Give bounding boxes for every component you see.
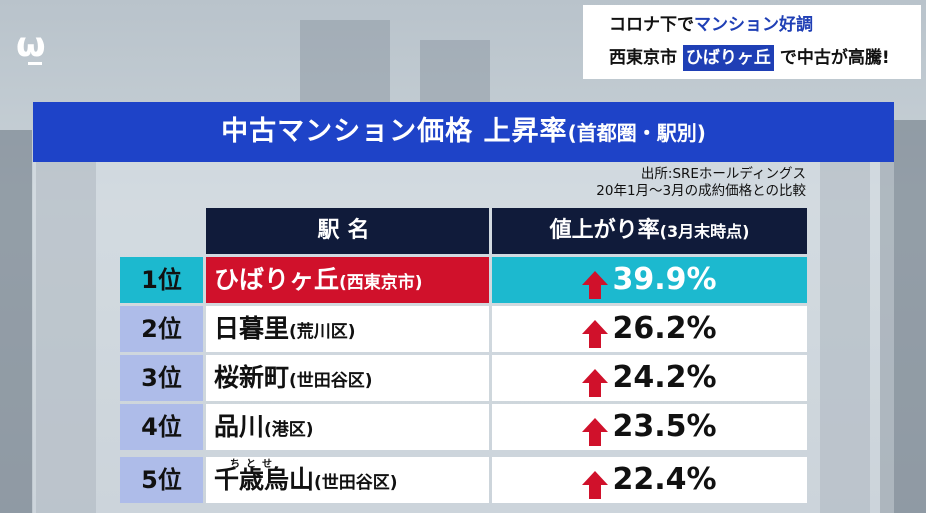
column-header-rate: 値上がり率(3月末時点)	[492, 208, 807, 254]
station-cell: 千歳烏山(世田谷区)	[206, 457, 489, 503]
background-building	[36, 160, 96, 513]
up-arrow-icon	[582, 417, 609, 446]
station-ward: (世田谷区)	[289, 371, 373, 391]
up-arrow-icon	[582, 368, 609, 397]
rate-value: 26.2%	[612, 311, 717, 346]
column-header-rate-label: 値上がり率	[549, 218, 660, 243]
column-header-rate-sub: (3月末時点)	[659, 222, 750, 241]
source-line1: 出所:SREホールディングス	[640, 166, 806, 182]
station-name: ひばりヶ丘	[214, 265, 340, 294]
rate-cell: 24.2%	[492, 355, 807, 401]
up-arrow-icon	[582, 470, 609, 499]
station-cell: 桜新町(世田谷区)	[206, 355, 489, 401]
source-note: 出所:SREホールディングス 20年1月〜3月の成約価格との比較	[596, 166, 806, 200]
headline-line1-prefix: コロナ下で	[609, 15, 694, 35]
headline-line2-suffix: で中古が高騰!	[779, 48, 890, 68]
station-ward: (港区)	[264, 420, 314, 440]
station-ward: (荒川区)	[289, 322, 356, 342]
station-ward: (世田谷区)	[314, 473, 398, 493]
station-name: 日暮里	[214, 314, 290, 343]
furigana-reading: ちとせ	[230, 459, 278, 470]
rate-value: 23.5%	[612, 409, 717, 444]
headline-line1: コロナ下でマンション好調	[609, 11, 911, 39]
station-cell: ひばりヶ丘(西東京市)	[206, 257, 489, 303]
station-name: 品川	[214, 412, 265, 441]
panel-title-sub: (首都圏・駅別)	[567, 121, 706, 145]
rate-cell: 26.2%	[492, 306, 807, 352]
rank-cell: 5位	[120, 457, 203, 503]
headline-banner: コロナ下でマンション好調 西東京市 ひばりヶ丘 で中古が高騰!	[583, 5, 921, 79]
panel-title: 中古マンション価格 上昇率(首都圏・駅別)	[33, 102, 894, 162]
background-building	[420, 40, 490, 102]
headline-line2-highlight: ひばりヶ丘	[682, 45, 774, 71]
rate-cell: 22.4%	[492, 457, 807, 503]
rate-value: 22.4%	[612, 462, 717, 497]
up-arrow-icon	[582, 270, 609, 299]
background-building	[0, 130, 32, 513]
up-arrow-icon	[582, 319, 609, 348]
rate-value: 39.9%	[612, 262, 717, 297]
station-name: 千歳烏山	[214, 465, 315, 494]
column-header-station: 駅名	[206, 208, 489, 254]
background-building	[300, 20, 390, 102]
rate-value: 24.2%	[612, 360, 717, 395]
source-line2: 20年1月〜3月の成約価格との比較	[596, 183, 806, 199]
rank-cell: 2位	[120, 306, 203, 352]
panel-title-text: 中古マンション価格 上昇率	[221, 116, 568, 147]
headline-line2: 西東京市 ひばりヶ丘 で中古が高騰!	[609, 43, 911, 73]
background-building	[880, 120, 926, 513]
station-ward: (西東京市)	[339, 273, 423, 293]
rank-cell: 4位	[120, 404, 203, 450]
station-cell: 品川(港区)	[206, 404, 489, 450]
station-cell: 日暮里(荒川区)	[206, 306, 489, 352]
rate-cell: 23.5%	[492, 404, 807, 450]
rank-cell: 1位	[120, 257, 203, 303]
station-name: 桜新町	[214, 363, 290, 392]
headline-line2-prefix: 西東京市	[609, 48, 677, 68]
channel-logo: ω	[16, 25, 46, 65]
headline-line1-highlight: マンション好調	[694, 15, 813, 35]
rank-cell: 3位	[120, 355, 203, 401]
background-building	[820, 150, 870, 513]
rate-cell: 39.9%	[492, 257, 807, 303]
